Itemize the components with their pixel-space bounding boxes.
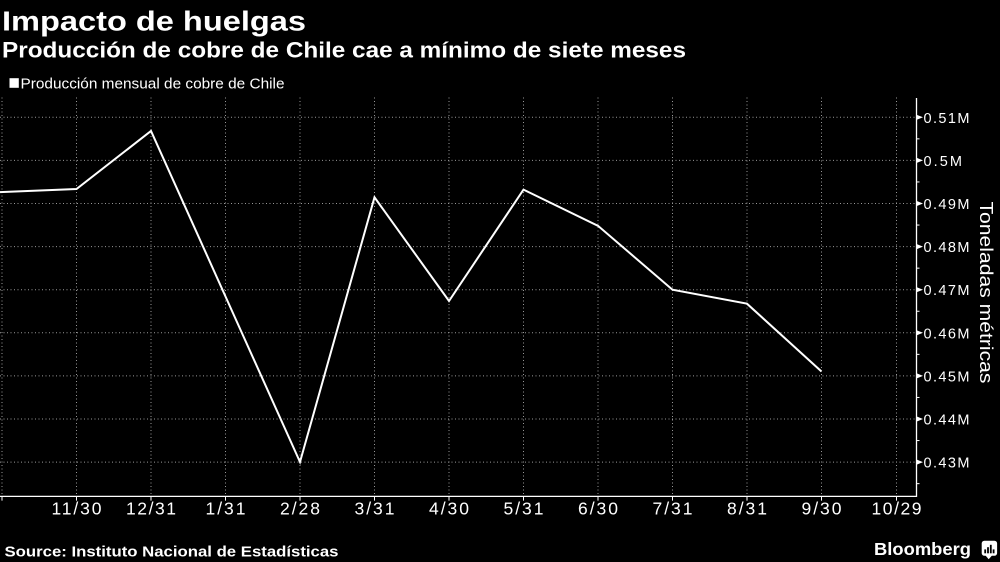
svg-text:4/30: 4/30 bbox=[429, 499, 469, 519]
svg-text:0.48M: 0.48M bbox=[924, 240, 970, 256]
svg-text:12/31: 12/31 bbox=[126, 499, 176, 519]
svg-text:Producción mensual de cobre de: Producción mensual de cobre de Chile bbox=[21, 75, 285, 92]
svg-text:Source: Instituto Nacional de: Source: Instituto Nacional de Estadístic… bbox=[5, 544, 339, 561]
svg-text:Toneladas métricas: Toneladas métricas bbox=[976, 202, 996, 384]
svg-text:11/30: 11/30 bbox=[52, 499, 102, 519]
svg-text:Bloomberg: Bloomberg bbox=[874, 539, 971, 559]
svg-text:0.51M: 0.51M bbox=[924, 111, 970, 127]
svg-text:0.44M: 0.44M bbox=[924, 413, 970, 429]
svg-text:0.45M: 0.45M bbox=[924, 369, 970, 385]
svg-text:0.43M: 0.43M bbox=[924, 456, 970, 472]
svg-text:1/31: 1/31 bbox=[206, 499, 246, 519]
svg-text:9/30: 9/30 bbox=[802, 499, 842, 519]
svg-text:2/28: 2/28 bbox=[280, 499, 320, 519]
svg-text:Producción de cobre de Chile c: Producción de cobre de Chile cae a mínim… bbox=[2, 38, 686, 63]
svg-text:8/31: 8/31 bbox=[727, 499, 767, 519]
svg-text:0.5M: 0.5M bbox=[924, 154, 963, 170]
svg-text:0.49M: 0.49M bbox=[924, 197, 970, 213]
svg-text:6/30: 6/30 bbox=[578, 499, 618, 519]
svg-text:5/31: 5/31 bbox=[504, 499, 544, 519]
svg-text:0.46M: 0.46M bbox=[924, 326, 970, 342]
svg-text:3/31: 3/31 bbox=[355, 499, 395, 519]
svg-text:0.47M: 0.47M bbox=[924, 283, 970, 299]
svg-text:Impacto de huelgas: Impacto de huelgas bbox=[2, 6, 306, 37]
svg-text:10/29: 10/29 bbox=[872, 499, 922, 519]
svg-text:7/31: 7/31 bbox=[653, 499, 693, 519]
